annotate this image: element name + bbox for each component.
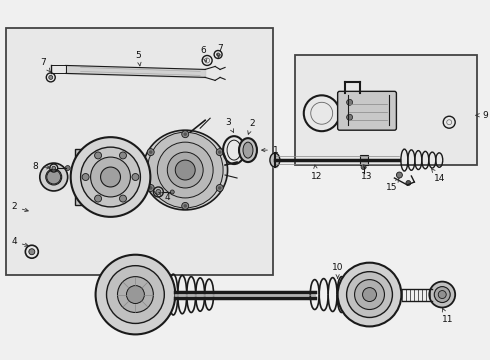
Text: 1: 1 bbox=[262, 145, 279, 154]
Circle shape bbox=[434, 287, 450, 302]
Circle shape bbox=[338, 263, 401, 327]
Circle shape bbox=[95, 152, 101, 159]
Circle shape bbox=[49, 75, 53, 80]
Bar bbox=[360, 155, 368, 165]
Circle shape bbox=[183, 132, 187, 136]
Text: 14: 14 bbox=[431, 168, 445, 183]
Text: 12: 12 bbox=[311, 165, 322, 180]
Circle shape bbox=[182, 131, 189, 138]
Circle shape bbox=[217, 53, 220, 56]
Circle shape bbox=[106, 266, 164, 323]
Text: 8: 8 bbox=[32, 162, 50, 171]
Text: 5: 5 bbox=[136, 51, 141, 66]
Text: 10: 10 bbox=[332, 263, 343, 278]
Ellipse shape bbox=[143, 130, 227, 210]
Text: 7: 7 bbox=[40, 58, 50, 72]
Circle shape bbox=[126, 285, 145, 303]
Circle shape bbox=[82, 174, 89, 180]
Circle shape bbox=[71, 137, 150, 217]
Circle shape bbox=[216, 184, 223, 192]
Circle shape bbox=[346, 99, 353, 105]
Circle shape bbox=[175, 160, 195, 180]
Circle shape bbox=[118, 276, 153, 312]
Text: 6: 6 bbox=[200, 46, 207, 62]
Circle shape bbox=[81, 147, 141, 207]
Circle shape bbox=[216, 149, 223, 156]
Circle shape bbox=[429, 282, 455, 307]
Bar bbox=[6, 28, 273, 275]
Circle shape bbox=[361, 165, 366, 170]
Circle shape bbox=[147, 132, 223, 208]
FancyBboxPatch shape bbox=[338, 91, 396, 130]
Circle shape bbox=[95, 195, 101, 202]
Circle shape bbox=[218, 150, 221, 154]
Circle shape bbox=[120, 152, 126, 159]
Text: 13: 13 bbox=[361, 165, 372, 180]
Circle shape bbox=[96, 255, 175, 334]
Circle shape bbox=[149, 186, 152, 190]
Text: 3: 3 bbox=[225, 118, 234, 132]
Circle shape bbox=[218, 186, 221, 190]
Ellipse shape bbox=[239, 138, 257, 162]
Text: 7: 7 bbox=[217, 44, 223, 58]
Circle shape bbox=[171, 190, 174, 194]
Circle shape bbox=[47, 170, 61, 184]
Circle shape bbox=[438, 291, 446, 298]
Text: 2: 2 bbox=[248, 119, 255, 134]
Circle shape bbox=[157, 142, 213, 198]
Circle shape bbox=[182, 202, 189, 210]
Ellipse shape bbox=[46, 169, 62, 185]
Text: 4: 4 bbox=[159, 192, 170, 202]
Text: 11: 11 bbox=[441, 309, 453, 324]
Circle shape bbox=[65, 166, 70, 171]
Circle shape bbox=[346, 114, 353, 120]
Circle shape bbox=[132, 174, 139, 180]
Circle shape bbox=[29, 249, 35, 255]
Ellipse shape bbox=[243, 142, 253, 158]
Bar bbox=[74, 149, 102, 205]
Text: 2: 2 bbox=[11, 202, 28, 212]
Circle shape bbox=[346, 272, 392, 318]
Circle shape bbox=[149, 150, 152, 154]
Text: 4: 4 bbox=[11, 237, 28, 247]
Circle shape bbox=[156, 189, 161, 194]
Ellipse shape bbox=[270, 153, 280, 167]
Text: 9: 9 bbox=[476, 111, 488, 120]
Circle shape bbox=[100, 167, 121, 187]
Circle shape bbox=[355, 280, 385, 310]
Circle shape bbox=[52, 166, 55, 170]
Circle shape bbox=[147, 149, 154, 156]
Circle shape bbox=[147, 184, 154, 192]
Bar bbox=[295, 55, 477, 165]
Circle shape bbox=[406, 180, 411, 185]
Circle shape bbox=[363, 288, 376, 302]
Ellipse shape bbox=[40, 163, 68, 191]
Circle shape bbox=[120, 195, 126, 202]
Text: 15: 15 bbox=[386, 179, 399, 193]
Circle shape bbox=[167, 152, 203, 188]
Circle shape bbox=[91, 157, 130, 197]
Circle shape bbox=[396, 172, 402, 178]
Circle shape bbox=[183, 204, 187, 208]
